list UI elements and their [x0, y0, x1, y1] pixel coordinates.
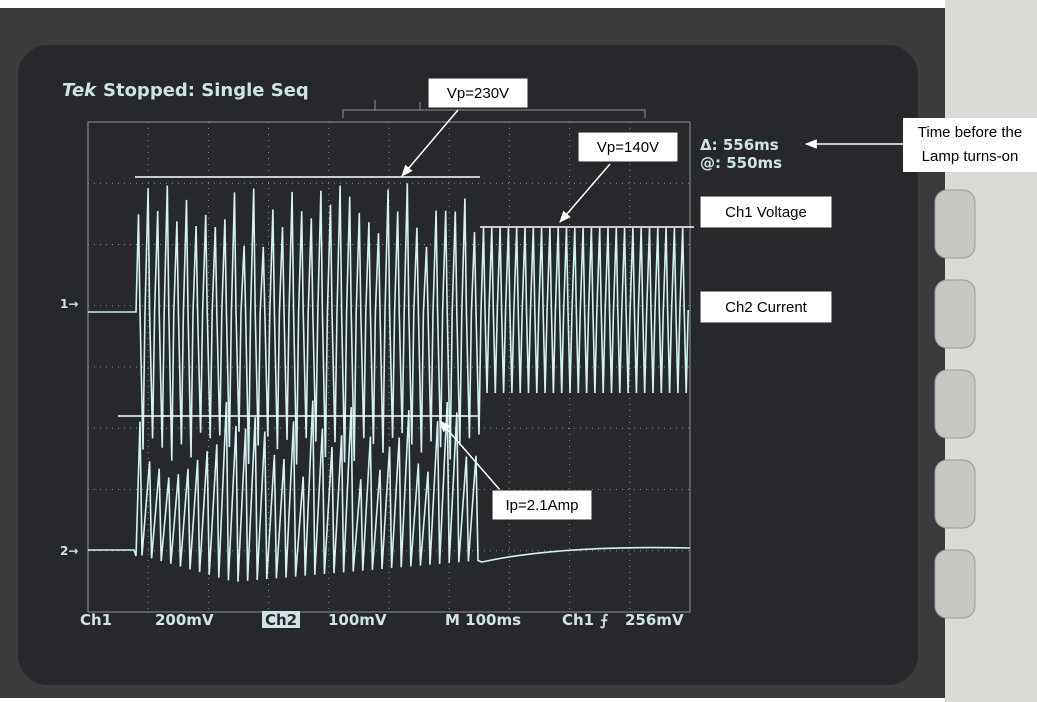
annotation: Lamp turns-on [922, 148, 1019, 165]
ch2-badge [262, 611, 300, 628]
annotation-box [699, 290, 833, 324]
bottom-label: Ch1 [562, 611, 594, 629]
waveforms [88, 183, 691, 582]
annotation-box [699, 195, 833, 229]
annotation-box [577, 131, 679, 163]
arrow [559, 163, 611, 223]
ch1-trace [88, 183, 689, 465]
bottom-label: ⨍ [600, 611, 609, 629]
ch2-marker: 2→ [60, 544, 78, 558]
trigger-bracket [342, 100, 646, 118]
ch1-marker: 1→ [60, 297, 78, 311]
arrow [401, 109, 459, 177]
annotation: Ch2 Current [725, 299, 808, 316]
cursor-at: @: 550ms [700, 154, 782, 172]
brand: Tek [62, 80, 97, 101]
graticule-frame [87, 121, 691, 613]
annotation: Time before the [918, 124, 1023, 141]
annotation-box [427, 77, 529, 109]
arrow [439, 420, 501, 491]
annotation: Vp=140V [597, 139, 659, 156]
bottom-label: 100mV [328, 611, 387, 629]
ch2-trace [88, 400, 691, 582]
annotation-box [903, 118, 1037, 172]
bottom-label: 256mV [625, 611, 684, 629]
annotation-box [491, 489, 593, 521]
bottom-label: Ch1 [80, 611, 112, 629]
annotation: Ip=2.1Amp [506, 497, 579, 514]
bottom-label: Ch2 [265, 611, 297, 629]
side-buttons [934, 189, 976, 619]
status: Stopped: Single Seq [103, 80, 309, 101]
cursor-delta: Δ: 556ms [700, 136, 779, 154]
bottom-label: M 100ms [445, 611, 521, 629]
annotation: Vp=230V [447, 85, 509, 102]
bottom-label: 200mV [155, 611, 214, 629]
annotation: Ch1 Voltage [725, 204, 807, 221]
